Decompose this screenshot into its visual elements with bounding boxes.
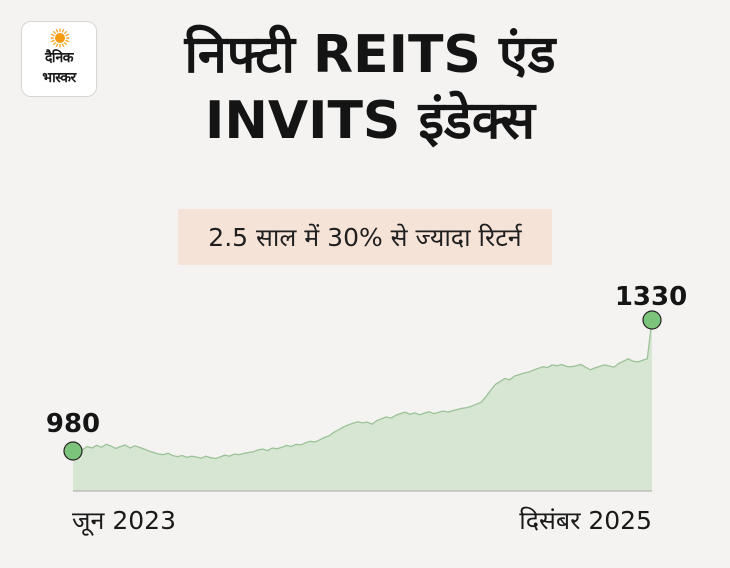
dainik-bhaskar-logo: दैनिक भास्कर <box>21 21 97 97</box>
x-end-label: दिसंबर 2025 <box>519 506 652 535</box>
logo-text-line2: भास्कर <box>42 70 76 86</box>
series-area <box>73 320 652 491</box>
chart-title: निफ्टी REITS एंड INVITS इंडेक्स <box>110 22 630 154</box>
x-start-label: जून 2023 <box>72 506 176 535</box>
chart-subtitle: 2.5 साल में 30% से ज्यादा रिटर्न <box>178 209 552 265</box>
chart-title-line1: निफ्टी REITS एंड <box>184 25 556 85</box>
chart-title-line2: INVITS इंडेक्स <box>204 91 536 151</box>
start-point-marker <box>63 441 83 461</box>
end-point-marker <box>642 310 662 330</box>
logo-text-line1: दैनिक <box>44 50 74 66</box>
end-value-label: 1330 <box>615 282 687 312</box>
start-value-label: 980 <box>46 409 100 439</box>
series-line <box>72 319 653 460</box>
sun-icon <box>50 28 70 48</box>
